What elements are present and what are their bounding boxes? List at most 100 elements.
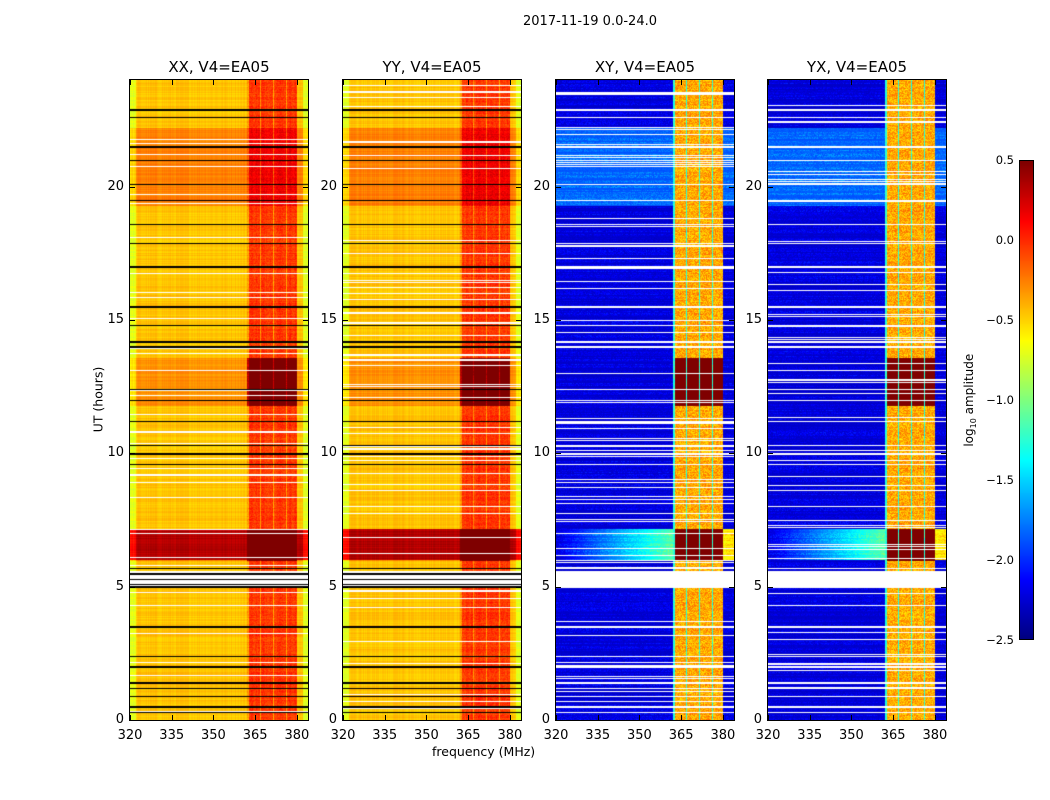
x-tick-mark [468, 715, 470, 720]
x-tick-label: 320 [755, 728, 781, 743]
y-tick-label: 0 [753, 712, 762, 727]
x-tick-label: 350 [627, 728, 652, 743]
x-tick-mark [384, 715, 386, 720]
x-tick-label: 335 [797, 728, 823, 743]
x-tick-mark [130, 715, 131, 720]
x-tick-mark [681, 80, 683, 85]
y-tick-mark [303, 320, 308, 321]
y-tick-mark [343, 186, 348, 188]
heatmap-yy [343, 80, 521, 720]
panel-xy: XY, V4=EA05 320 335 350 365 380 0 5 10 15 20 [533, 58, 735, 743]
x-tick-label: 335 [159, 728, 185, 743]
y-tick-mark [768, 453, 773, 455]
y-tick-label: 20 [745, 178, 762, 194]
y-tick-mark [130, 186, 135, 188]
y-tick-label: 0 [115, 712, 124, 727]
y-tick-label: 5 [541, 578, 550, 594]
y-tick-label: 0 [328, 712, 337, 727]
heatmap-xx [130, 80, 308, 720]
x-tick-label: 365 [242, 728, 268, 743]
x-tick-mark [851, 715, 853, 720]
y-tick-label: 15 [533, 312, 550, 327]
x-tick-mark [296, 715, 298, 720]
x-tick-mark [934, 80, 936, 85]
x-tick-label: 380 [284, 728, 310, 743]
x-tick-label: 350 [414, 728, 439, 743]
x-tick-mark [213, 80, 215, 85]
y-tick-label: 10 [320, 445, 337, 461]
x-tick-mark [343, 80, 344, 85]
x-tick-mark [426, 80, 428, 85]
y-tick-mark [130, 453, 135, 455]
x-tick-mark [722, 80, 724, 85]
x-tick-label: 335 [585, 728, 611, 743]
colorbar-tick-label: −1.0 [986, 393, 1014, 407]
x-tick-mark [509, 715, 511, 720]
y-tick-mark [556, 320, 561, 321]
y-tick-mark [130, 720, 135, 721]
colorbar [1019, 160, 1034, 640]
x-tick-mark [343, 715, 344, 720]
heatmap-yx [768, 80, 946, 720]
x-tick-mark [934, 715, 936, 720]
y-tick-mark [729, 453, 734, 455]
panel-yy: YY, V4=EA05 320 335 350 365 380 0 5 10 15 20 [320, 58, 522, 743]
y-tick-mark [556, 186, 561, 188]
x-tick-mark [597, 80, 599, 85]
x-axis-label: frequency (MHz) [432, 744, 536, 759]
y-tick-mark [516, 186, 521, 188]
y-tick-label: 5 [328, 578, 337, 594]
x-tick-mark [722, 715, 724, 720]
panel-title: XY, V4=EA05 [594, 58, 696, 76]
x-tick-label: 335 [372, 728, 398, 743]
x-tick-label: 320 [543, 728, 569, 743]
x-tick-mark [639, 715, 641, 720]
y-tick-mark [343, 720, 348, 721]
x-tick-mark [384, 80, 386, 85]
y-tick-mark [941, 186, 946, 188]
x-tick-label: 365 [455, 728, 481, 743]
colorbar-tick-label: −2.0 [986, 553, 1014, 567]
y-tick-label: 5 [115, 578, 124, 594]
x-tick-label: 320 [117, 728, 143, 743]
y-tick-mark [303, 453, 308, 455]
x-tick-mark [130, 80, 131, 85]
y-tick-label: 15 [745, 312, 762, 327]
x-tick-mark [509, 80, 511, 85]
y-tick-label: 10 [107, 445, 124, 461]
x-tick-label: 365 [880, 728, 906, 743]
y-tick-label: 0 [541, 712, 550, 727]
panel-title: YX, V4=EA05 [806, 58, 908, 76]
panel-xx: XX, V4=EA05 320 335 350 365 380 0 5 10 15 20 [107, 58, 309, 743]
x-tick-mark [893, 715, 895, 720]
y-tick-mark [556, 586, 561, 588]
colorbar-tick-label: −2.5 [986, 633, 1014, 647]
y-tick-mark [768, 186, 773, 188]
figure-title: 2017-11-19 0.0-24.0 [523, 14, 657, 29]
panel-yx: YX, V4=EA05 320 335 350 365 380 0 5 10 15 20 [745, 58, 947, 743]
y-tick-mark [941, 320, 946, 321]
y-tick-mark [516, 453, 521, 455]
y-tick-mark [343, 320, 348, 321]
y-tick-mark [768, 586, 773, 588]
colorbar-tick-label: 0.5 [995, 153, 1014, 167]
x-tick-mark [681, 715, 683, 720]
y-tick-mark [768, 320, 773, 321]
x-tick-label: 320 [330, 728, 356, 743]
x-tick-mark [171, 80, 173, 85]
y-tick-label: 15 [320, 312, 337, 327]
heatmap-xy [556, 80, 734, 720]
y-tick-label: 20 [320, 178, 337, 194]
colorbar-tick-label: 0.0 [995, 233, 1014, 247]
y-tick-label: 10 [533, 445, 550, 461]
x-tick-mark [809, 715, 811, 720]
y-tick-mark [516, 320, 521, 321]
x-tick-label: 350 [839, 728, 864, 743]
x-tick-mark [893, 80, 895, 85]
x-tick-label: 365 [668, 728, 694, 743]
y-tick-mark [729, 320, 734, 321]
x-tick-mark [809, 80, 811, 85]
x-tick-label: 380 [710, 728, 736, 743]
x-tick-mark [213, 715, 215, 720]
x-tick-label: 380 [922, 728, 948, 743]
